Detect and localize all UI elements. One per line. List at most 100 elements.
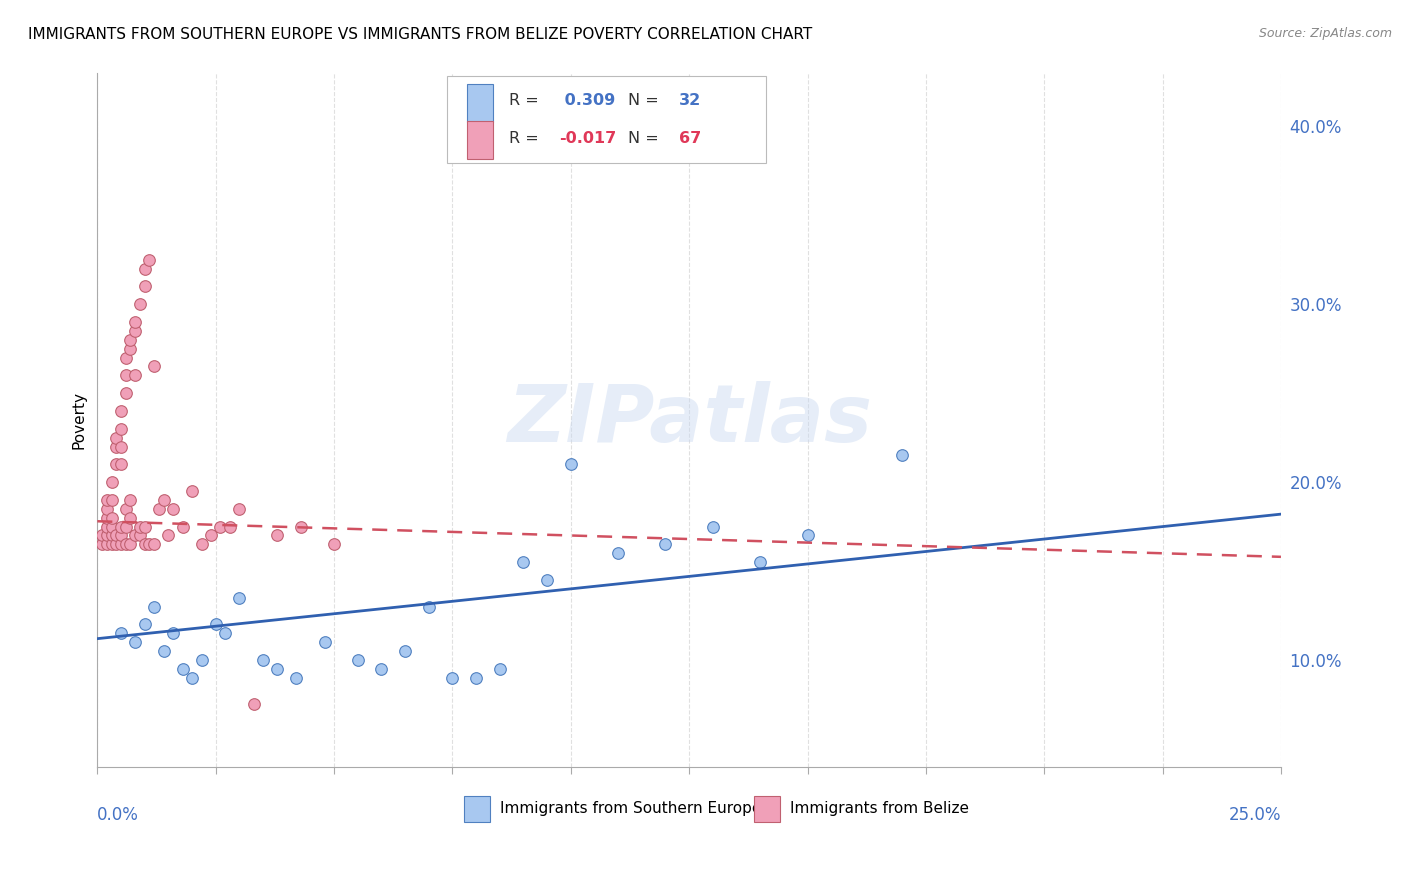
Point (134, 519, 156, 533)
FancyBboxPatch shape (464, 796, 491, 822)
Point (120, 492, 142, 507)
Point (96, 528, 118, 542)
Point (162, 501, 184, 516)
Point (96, 501, 118, 516)
Point (181, 671, 204, 685)
Point (138, 252, 160, 267)
Point (314, 635, 336, 649)
Point (110, 537, 132, 551)
Point (110, 519, 132, 533)
Point (110, 422, 132, 436)
Point (114, 519, 136, 533)
Point (323, 537, 346, 551)
FancyBboxPatch shape (754, 796, 780, 822)
Y-axis label: Poverty: Poverty (72, 391, 86, 449)
Point (138, 537, 160, 551)
Point (91, 528, 114, 542)
Point (143, 599, 166, 614)
Point (242, 698, 264, 712)
Point (114, 537, 136, 551)
Point (152, 492, 174, 507)
Point (228, 501, 250, 516)
Point (512, 555, 534, 569)
Point (536, 573, 558, 587)
Point (749, 555, 772, 569)
Point (96, 519, 118, 533)
FancyBboxPatch shape (467, 121, 492, 159)
Text: 0.309: 0.309 (560, 94, 616, 109)
Point (394, 644, 416, 658)
Point (114, 386, 136, 401)
Point (346, 653, 368, 667)
Point (370, 662, 392, 676)
Point (129, 297, 152, 311)
Point (488, 662, 510, 676)
Point (152, 644, 174, 658)
Point (796, 528, 818, 542)
Point (110, 528, 132, 542)
Point (190, 653, 212, 667)
Point (114, 351, 136, 365)
Point (105, 537, 128, 551)
Point (114, 501, 136, 516)
Point (100, 475, 122, 489)
Point (418, 599, 440, 614)
FancyBboxPatch shape (447, 77, 766, 163)
Point (124, 635, 146, 649)
Point (105, 440, 128, 454)
Point (120, 333, 142, 347)
Point (252, 653, 274, 667)
Point (172, 519, 194, 533)
Point (134, 279, 156, 293)
Point (266, 662, 288, 676)
Point (134, 537, 156, 551)
Point (110, 626, 132, 640)
Text: Immigrants from Belize: Immigrants from Belize (790, 801, 969, 816)
Point (285, 671, 308, 685)
Point (96, 537, 118, 551)
Point (891, 449, 914, 463)
Point (134, 617, 156, 632)
Point (124, 528, 146, 542)
Point (181, 483, 204, 498)
Point (465, 671, 488, 685)
Point (120, 342, 142, 356)
Point (120, 537, 142, 551)
Text: IMMIGRANTS FROM SOUTHERN EUROPE VS IMMIGRANTS FROM BELIZE POVERTY CORRELATION CH: IMMIGRANTS FROM SOUTHERN EUROPE VS IMMIG… (28, 27, 813, 42)
Point (228, 591, 250, 605)
Point (96, 510, 118, 524)
Text: N =: N = (627, 94, 664, 109)
Point (200, 528, 222, 542)
Point (91, 537, 114, 551)
Point (607, 546, 630, 560)
Point (105, 458, 128, 472)
Point (100, 528, 122, 542)
Point (204, 617, 226, 632)
Point (100, 510, 122, 524)
Point (100, 492, 122, 507)
Point (560, 458, 582, 472)
Text: Immigrants from Southern Europe: Immigrants from Southern Europe (499, 801, 761, 816)
Point (134, 261, 156, 276)
Text: R =: R = (509, 94, 544, 109)
Point (266, 528, 288, 542)
Text: 0.0%: 0.0% (97, 805, 139, 824)
Point (129, 528, 152, 542)
Point (143, 359, 166, 374)
Point (124, 368, 146, 383)
Point (120, 510, 142, 524)
Point (162, 626, 184, 640)
Point (190, 537, 212, 551)
Point (290, 519, 312, 533)
FancyBboxPatch shape (467, 84, 492, 121)
Point (96, 492, 118, 507)
Point (124, 315, 146, 329)
Text: -0.017: -0.017 (560, 131, 616, 146)
Point (172, 662, 194, 676)
Text: 67: 67 (679, 131, 700, 146)
Point (105, 528, 128, 542)
Point (110, 440, 132, 454)
Text: ZIPatlas: ZIPatlas (506, 381, 872, 458)
Point (143, 537, 166, 551)
Point (129, 519, 152, 533)
